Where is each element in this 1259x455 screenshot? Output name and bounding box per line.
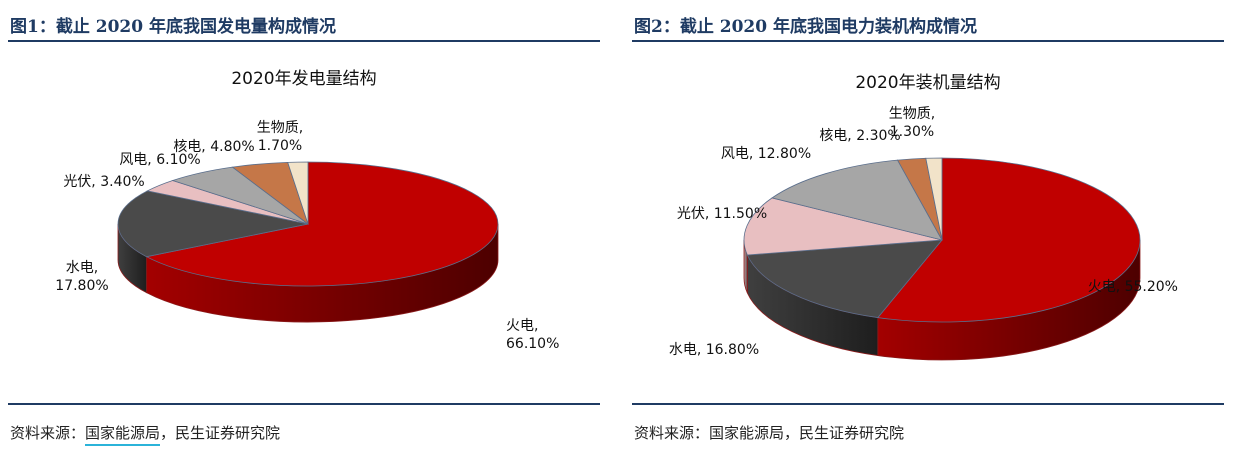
slice-生物质	[925, 157, 943, 241]
slice-光伏	[743, 197, 943, 256]
data-label-生物质: 生物质, 1.30%	[889, 106, 935, 140]
top-rule	[632, 40, 1224, 42]
source-note: 资料来源：国家能源局，民生证券研究院	[634, 422, 904, 443]
slice-水电	[117, 190, 309, 258]
source-prefix: 资料来源：	[634, 424, 710, 442]
pie-sides	[743, 239, 1141, 361]
data-label-火电: 火电, 55.20%	[1088, 279, 1178, 295]
slice-风电	[771, 159, 943, 241]
figure-2: 图2：截止 2020 年底我国电力装机构成情况 2020年装机量结构火电, 55…	[632, 0, 1228, 455]
data-label-核电: 核电, 2.30%	[819, 128, 900, 144]
slice-火电	[145, 161, 499, 287]
source-suffix: ，民生证券研究院	[784, 424, 905, 442]
bottom-rule	[632, 403, 1224, 405]
slice-生物质	[287, 161, 309, 225]
bottom-rule	[8, 403, 600, 405]
data-label-风电: 风电, 6.10%	[119, 152, 200, 168]
source-org: 国家能源局	[85, 424, 161, 446]
data-label-核电: 核电, 4.80%	[173, 139, 254, 155]
top-rule	[8, 40, 600, 42]
data-label-水电: 水电, 17.80%	[55, 260, 108, 294]
slice-水电	[746, 239, 943, 318]
source-org: 国家能源局	[709, 424, 785, 442]
pie-tops	[117, 161, 499, 287]
chart-title: 2020年装机量结构	[855, 73, 1000, 93]
data-labels: 火电, 66.10% 水电, 17.80% 光伏, 3.40% 风电, 6.10%核电, …	[55, 120, 559, 352]
source-note: 资料来源：国家能源局，民生证券研究院	[10, 422, 281, 446]
pie-tops	[743, 157, 1141, 323]
data-label-火电: 火电, 66.10%	[506, 318, 559, 352]
figure-1: 图1：截止 2020 年底我国发电量构成情况 2020年发电量结构火电, 66.1…	[8, 0, 604, 455]
data-labels: 火电, 55.20% 水电, 16.80% 光伏, 11.50% 风电, 12.80%…	[669, 106, 1178, 358]
source-suffix: ，民生证券研究院	[160, 424, 281, 442]
data-label-光伏: 光伏, 11.50%	[677, 206, 767, 222]
source-prefix: 资料来源：	[10, 424, 86, 442]
figure-title: 图2：截止 2020 年底我国电力装机构成情况	[634, 17, 977, 37]
chart-title: 2020年发电量结构	[231, 69, 376, 89]
figure-title: 图1：截止 2020 年底我国发电量构成情况	[10, 17, 336, 37]
slice-火电	[877, 157, 1141, 323]
data-label-生物质: 生物质, 1.70%	[257, 120, 303, 154]
data-label-水电: 水电, 16.80%	[669, 342, 759, 358]
data-label-风电: 风电, 12.80%	[721, 146, 811, 162]
data-label-光伏: 光伏, 3.40%	[63, 174, 144, 190]
